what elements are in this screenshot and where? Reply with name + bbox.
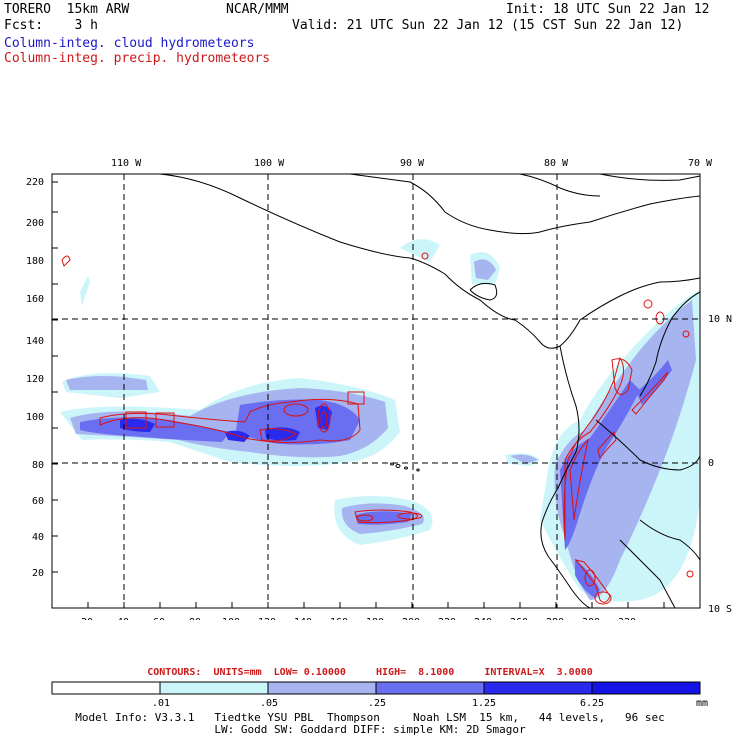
y-tick-label: 100 (26, 412, 44, 423)
y-tick-label: 180 (26, 256, 44, 267)
x-tick-label: 260 (510, 617, 528, 620)
colorbar-label: .05 (260, 698, 278, 708)
x-tick-label: 280 (546, 617, 564, 620)
colorbar: .01 .05 .25 1.25 6.25 mm (51, 681, 708, 708)
forecast-hour: Fcst: 3 h (4, 18, 98, 33)
x-tick-label: 300 (582, 617, 600, 620)
y-tick-label: 140 (26, 336, 44, 347)
colorbar-segment (267, 681, 377, 695)
y-tick-label: 160 (26, 294, 44, 305)
y-axis (52, 181, 58, 573)
lat-label: 0 (708, 458, 714, 469)
lon-label: 80 W (544, 158, 569, 169)
colorbar-segment (159, 681, 269, 695)
colorbar-label: .25 (368, 698, 386, 708)
lon-label: 70 W (688, 158, 713, 169)
colorbar-segment (483, 681, 593, 695)
x-tick-label: 80 (189, 617, 201, 620)
lat-label: 10 S (708, 604, 732, 615)
organization: NCAR/MMM (226, 2, 289, 17)
model-name: TORERO 15km ARW (4, 2, 130, 17)
valid-time: Valid: 21 UTC Sun 22 Jan 12 (15 CST Sun … (292, 18, 684, 33)
y-tick-label: 20 (32, 568, 44, 579)
x-tick-label: 320 (618, 617, 636, 620)
y-tick-label: 220 (26, 177, 44, 188)
colorbar-label: 6.25 (580, 698, 604, 708)
y-tick-label: 80 (32, 460, 44, 471)
x-tick-label: 160 (330, 617, 348, 620)
contours-note: CONTOURS: UNITS=mm LOW= 0.10000 HIGH= 8.… (147, 667, 593, 678)
model-info-line1: Model Info: V3.3.1 Tiedtke YSU PBL Thomp… (75, 711, 665, 724)
colorbar-segment (51, 681, 161, 695)
x-tick-label: 40 (117, 617, 129, 620)
init-time: Init: 18 UTC Sun 22 Jan 12 (506, 2, 710, 17)
colorbar-label: 1.25 (472, 698, 496, 708)
x-tick-label: 100 (222, 617, 240, 620)
y-tick-label: 40 (32, 532, 44, 543)
data-field (52, 173, 701, 609)
colorbar-segment (591, 681, 701, 695)
x-tick-label: 140 (294, 617, 312, 620)
x-tick-label: 240 (474, 617, 492, 620)
x-tick-label: 200 (402, 617, 420, 620)
colorbar-label: .01 (152, 698, 170, 708)
x-tick-label: 220 (438, 617, 456, 620)
x-tick-label: 60 (153, 617, 165, 620)
x-tick-label: 120 (258, 617, 276, 620)
y-tick-label: 60 (32, 496, 44, 507)
y-tick-label: 120 (26, 374, 44, 385)
map-plot: 110 W 100 W 90 W 80 W 70 W (26, 158, 732, 620)
x-tick-label: 180 (366, 617, 384, 620)
x-axis (87, 602, 701, 608)
field-precip-title: Column-integ. precip. hydrometeors (4, 51, 271, 66)
model-info-line2: LW: Godd SW: Goddard DIFF: simple KM: 2D… (214, 723, 526, 736)
y-tick-label: 200 (26, 218, 44, 229)
lon-label: 110 W (111, 158, 142, 169)
lat-label: 10 N (708, 314, 732, 325)
x-tick-label: 20 (81, 617, 93, 620)
field-cloud-title: Column-integ. cloud hydrometeors (4, 36, 255, 51)
colorbar-segment (375, 681, 485, 695)
lon-label: 90 W (400, 158, 425, 169)
colorbar-unit: mm (696, 698, 708, 708)
lon-label: 100 W (254, 158, 285, 169)
